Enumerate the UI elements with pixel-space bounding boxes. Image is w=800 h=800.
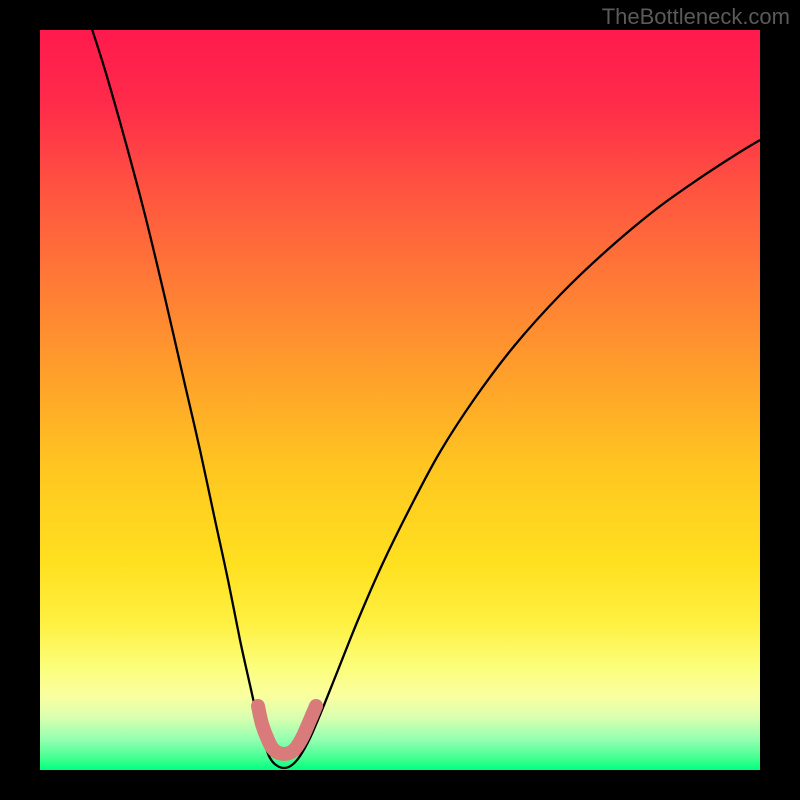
chart-plot-area [40,30,760,770]
watermark-text: TheBottleneck.com [602,4,790,30]
chart-svg [40,30,760,770]
gradient-background [40,30,760,770]
